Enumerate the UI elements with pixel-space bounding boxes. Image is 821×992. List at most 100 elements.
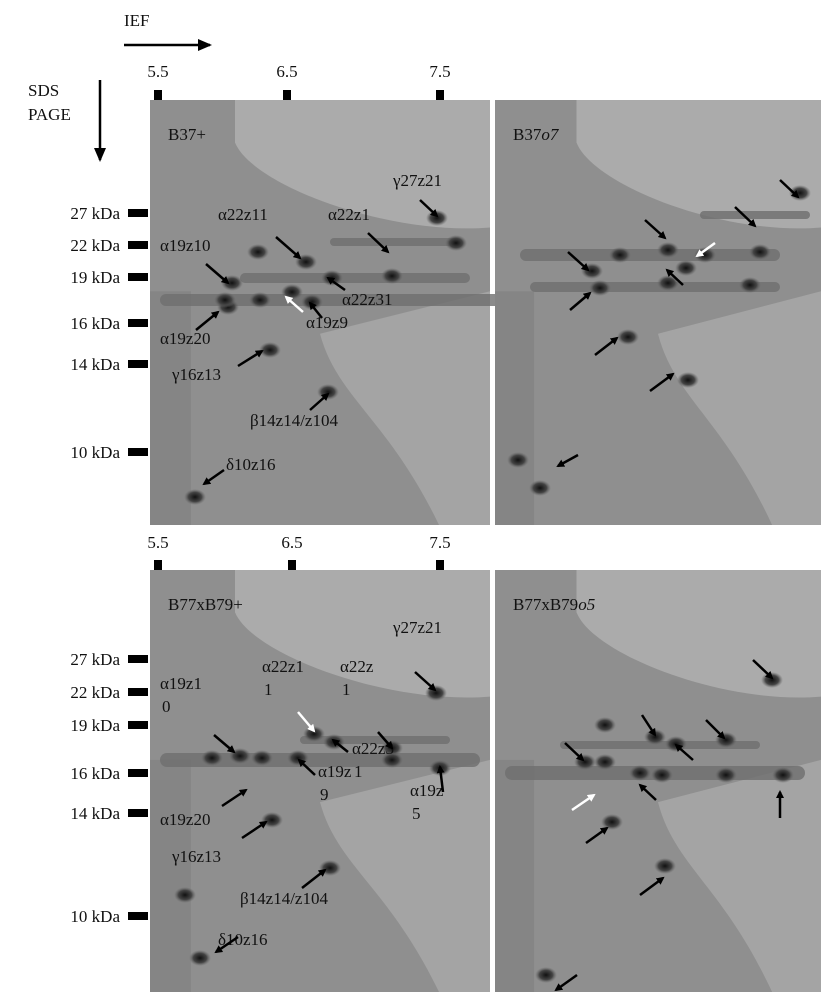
protein-spot (574, 754, 596, 770)
spot-label-line: γ27z21 (392, 618, 442, 637)
spot-label-line: α19z1 (160, 674, 202, 693)
protein-spot (749, 244, 771, 260)
spot-label-line: α19z20 (160, 329, 210, 348)
panel-genotype: o7 (541, 125, 560, 144)
spot-label: α19z20 (160, 810, 210, 829)
spot-label: γ27z21 (392, 618, 442, 637)
panel-label: B37o7 (513, 125, 560, 144)
spot-label-line: 0 (162, 697, 171, 716)
protein-spot (507, 452, 529, 468)
protein-spot (281, 284, 303, 300)
protein-spot (535, 967, 557, 983)
protein-streak (700, 211, 810, 219)
mw-label: 16 kDa (70, 764, 120, 783)
spot-label-line: γ16z13 (171, 365, 221, 384)
protein-spot (629, 765, 651, 781)
spot-label-line: 1 (354, 762, 363, 781)
mw-label: 14 kDa (70, 804, 120, 823)
panel-name: B37 (513, 125, 542, 144)
spot-label-line: 5 (412, 804, 421, 823)
protein-spot (657, 242, 679, 258)
protein-spot (249, 292, 271, 308)
spot-label: γ16z13 (171, 847, 221, 866)
protein-spot (677, 372, 699, 388)
protein-spot (589, 280, 611, 296)
spot-label-line: α19z (318, 762, 352, 781)
protein-streak (330, 238, 460, 246)
protein-spot (665, 736, 687, 752)
protein-spot (715, 732, 737, 748)
protein-spot (214, 292, 236, 308)
sds-label: PAGE (28, 105, 71, 124)
spot-label: γ16z13 (171, 365, 221, 384)
spot-label: α22z31 (342, 290, 392, 309)
protein-streak (520, 249, 780, 261)
protein-spot (251, 750, 273, 766)
protein-spot (189, 950, 211, 966)
spot-label: β14z14/z104 (240, 889, 328, 908)
protein-spot (287, 750, 309, 766)
protein-spot (184, 489, 206, 505)
protein-spot (259, 342, 281, 358)
protein-spot (321, 270, 343, 286)
protein-spot (317, 384, 339, 400)
panel-genotype: + (196, 125, 206, 144)
protein-spot (601, 814, 623, 830)
protein-spot (303, 726, 325, 742)
protein-spot (644, 729, 666, 745)
spot-label-line: 9 (320, 785, 329, 804)
spot-label: α19z9 (306, 313, 348, 332)
spot-label: α22z11 (218, 205, 268, 224)
pi-tick-label: 6.5 (276, 62, 297, 81)
spot-label-line: γ27z21 (392, 171, 442, 190)
mw-marker (128, 688, 148, 696)
gel-dark-strip (150, 760, 191, 992)
mw-label: 16 kDa (70, 314, 120, 333)
protein-spot (617, 329, 639, 345)
spot-label-line: α22z (340, 657, 374, 676)
mw-label: 22 kDa (70, 683, 120, 702)
mw-marker (128, 655, 148, 663)
pi-tick-label: 6.5 (281, 533, 302, 552)
spot-label-line: α19z20 (160, 810, 210, 829)
protein-spot (529, 480, 551, 496)
mw-label: 10 kDa (70, 443, 120, 462)
protein-spot (594, 754, 616, 770)
mw-marker (128, 809, 148, 817)
spot-label-line: α19z (410, 781, 444, 800)
spot-label-line: β14z14/z104 (250, 411, 338, 430)
mw-label: 19 kDa (70, 268, 120, 287)
protein-spot (381, 268, 403, 284)
protein-spot (426, 210, 448, 226)
panel-genotype: o5 (578, 595, 595, 614)
gel-panel: B77xB79o5 (495, 570, 821, 992)
protein-spot (174, 887, 196, 903)
spot-label-line: 1 (342, 680, 351, 699)
mw-label: 27 kDa (70, 650, 120, 669)
sds-label: SDS (28, 81, 59, 100)
mw-label: 14 kDa (70, 355, 120, 374)
protein-spot (594, 717, 616, 733)
mw-marker (128, 241, 148, 249)
protein-spot (261, 812, 283, 828)
spot-label: δ10z16 (226, 455, 276, 474)
mw-marker (128, 721, 148, 729)
protein-spot (609, 247, 631, 263)
spot-label: α19z10 (160, 236, 210, 255)
spot-label-line: α22z1 (262, 657, 304, 676)
gel-dark-strip (495, 760, 534, 992)
protein-spot (739, 277, 761, 293)
mw-label: 27 kDa (70, 204, 120, 223)
spot-label-line: 1 (264, 680, 273, 699)
protein-spot (654, 858, 676, 874)
mw-label: 22 kDa (70, 236, 120, 255)
panel-name: B37 (168, 125, 197, 144)
mw-label: 10 kDa (70, 907, 120, 926)
pi-tick-label: 7.5 (429, 62, 450, 81)
protein-spot (715, 767, 737, 783)
panel-name: B77xB79 (513, 595, 578, 614)
protein-spot (201, 750, 223, 766)
protein-spot (761, 672, 783, 688)
spot-label-line: α22z11 (218, 205, 268, 224)
protein-streak (240, 273, 470, 283)
